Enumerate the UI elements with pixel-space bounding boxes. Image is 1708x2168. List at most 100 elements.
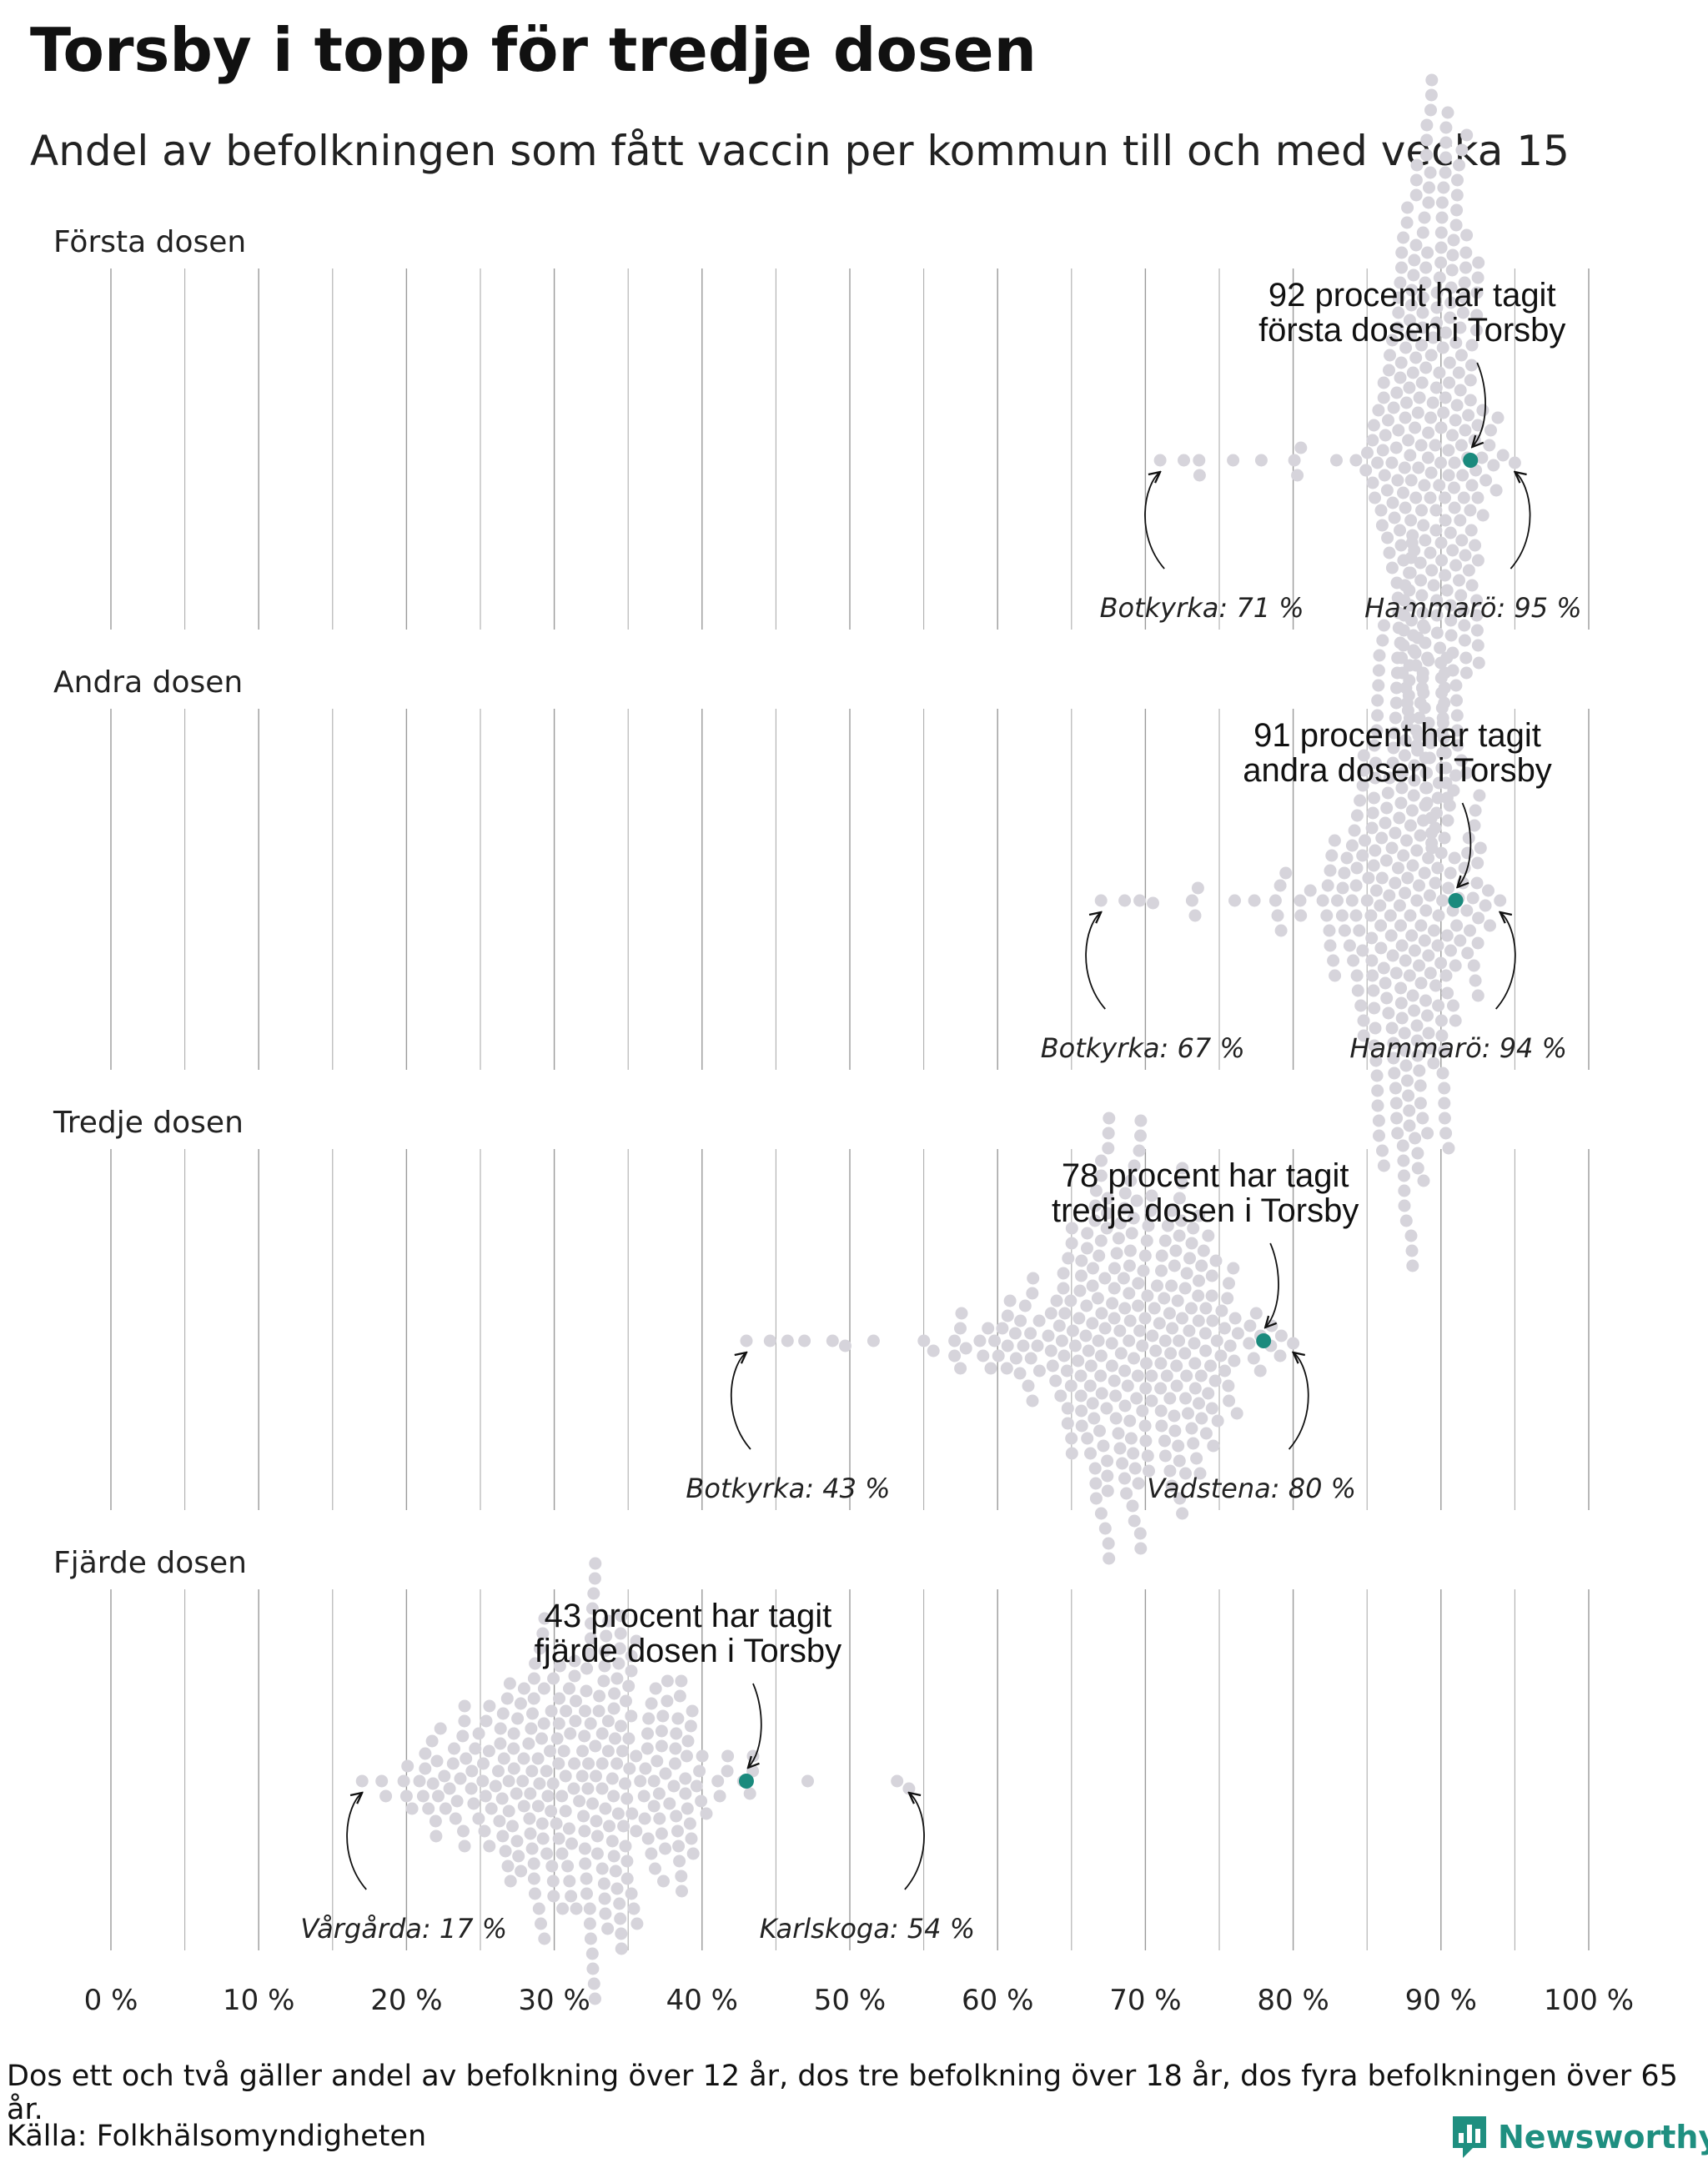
data-point — [645, 1847, 658, 1860]
data-point — [1254, 454, 1268, 467]
data-point — [1375, 871, 1389, 885]
data-point — [1391, 321, 1404, 334]
data-point — [545, 1859, 559, 1873]
data-point — [700, 1807, 713, 1820]
data-point — [1456, 469, 1469, 482]
data-point — [1394, 371, 1407, 384]
data-point — [1465, 359, 1478, 372]
data-point — [1366, 476, 1379, 489]
data-point — [1446, 544, 1459, 557]
data-point — [1187, 1222, 1200, 1235]
data-point — [1409, 173, 1423, 187]
callout-line-2: tredje dosen i Torsby — [1052, 1192, 1359, 1229]
data-point — [1398, 609, 1411, 622]
data-point — [1175, 1214, 1188, 1227]
data-point — [1471, 639, 1484, 652]
data-point — [1248, 894, 1261, 907]
data-point — [1427, 1056, 1440, 1070]
data-point — [630, 1749, 643, 1763]
data-point — [1398, 594, 1411, 607]
data-point — [625, 1807, 639, 1820]
data-point — [1173, 1229, 1186, 1242]
data-point — [641, 1727, 654, 1740]
data-point — [1434, 956, 1448, 970]
data-point — [517, 1752, 530, 1765]
data-point — [1084, 1447, 1097, 1460]
data-point — [1253, 1364, 1267, 1378]
data-point — [721, 1764, 734, 1778]
data-point — [620, 1694, 632, 1708]
data-point — [1103, 1552, 1116, 1565]
data-point — [1416, 321, 1429, 334]
data-point — [1158, 1449, 1172, 1463]
data-point — [1316, 894, 1329, 907]
data-point — [891, 1774, 904, 1788]
data-point — [619, 1839, 632, 1853]
data-point — [556, 1902, 570, 1915]
data-point — [1091, 1292, 1104, 1305]
data-point — [1158, 1292, 1171, 1305]
data-point — [1372, 1114, 1385, 1127]
data-point — [1365, 821, 1379, 835]
data-point — [1430, 626, 1444, 640]
data-point — [1158, 1434, 1171, 1448]
data-point — [763, 1334, 776, 1347]
data-point — [1101, 1454, 1114, 1468]
data-point — [1424, 966, 1437, 980]
data-point — [1062, 1252, 1075, 1265]
data-point — [559, 1769, 572, 1783]
highlight-point-torsby — [1463, 453, 1479, 468]
data-point — [1438, 666, 1451, 680]
data-point — [1294, 894, 1307, 907]
data-point — [1199, 1344, 1213, 1358]
data-point — [595, 1727, 609, 1740]
data-point — [1138, 1419, 1152, 1433]
data-point — [1369, 756, 1382, 770]
data-point — [585, 1602, 599, 1615]
data-point — [673, 1689, 686, 1703]
data-point — [630, 1634, 643, 1648]
data-point — [1443, 799, 1456, 812]
data-point — [416, 1789, 430, 1803]
data-point — [1194, 1369, 1208, 1383]
data-point — [590, 1769, 602, 1783]
data-point — [1185, 1422, 1198, 1435]
data-point — [1395, 781, 1409, 795]
data-point — [1394, 524, 1406, 537]
data-point — [1430, 301, 1444, 314]
data-point — [1446, 248, 1459, 262]
data-point — [582, 1757, 595, 1770]
data-point — [450, 1794, 464, 1808]
data-point — [1444, 311, 1457, 324]
data-point — [578, 1729, 591, 1743]
data-point — [422, 1802, 435, 1815]
data-point — [1125, 1227, 1138, 1240]
data-point — [1086, 1397, 1099, 1410]
data-point — [1444, 629, 1458, 642]
data-point — [659, 1767, 672, 1780]
data-point — [1377, 376, 1390, 389]
callout-line-2: fjärde dosen i Torsby — [535, 1633, 841, 1669]
data-point — [1471, 989, 1484, 1002]
data-point — [1385, 1021, 1399, 1035]
min-arrow — [346, 1793, 367, 1890]
data-point — [537, 1682, 550, 1695]
data-point — [1460, 228, 1474, 242]
data-point — [1461, 846, 1474, 860]
data-point — [1188, 1382, 1202, 1395]
data-point — [536, 1832, 550, 1845]
data-point — [457, 1824, 470, 1838]
data-point — [1249, 1307, 1263, 1320]
data-point — [675, 1674, 688, 1688]
data-point — [1421, 1127, 1434, 1140]
data-point — [1368, 791, 1380, 805]
data-point — [1432, 999, 1445, 1012]
data-point — [1449, 336, 1463, 349]
data-point — [1079, 1329, 1093, 1342]
data-point — [1460, 766, 1474, 780]
data-point — [1032, 1364, 1046, 1378]
data-point — [1055, 1334, 1068, 1347]
data-point — [1083, 1379, 1097, 1393]
data-point — [607, 1702, 620, 1715]
data-point — [1399, 886, 1412, 900]
